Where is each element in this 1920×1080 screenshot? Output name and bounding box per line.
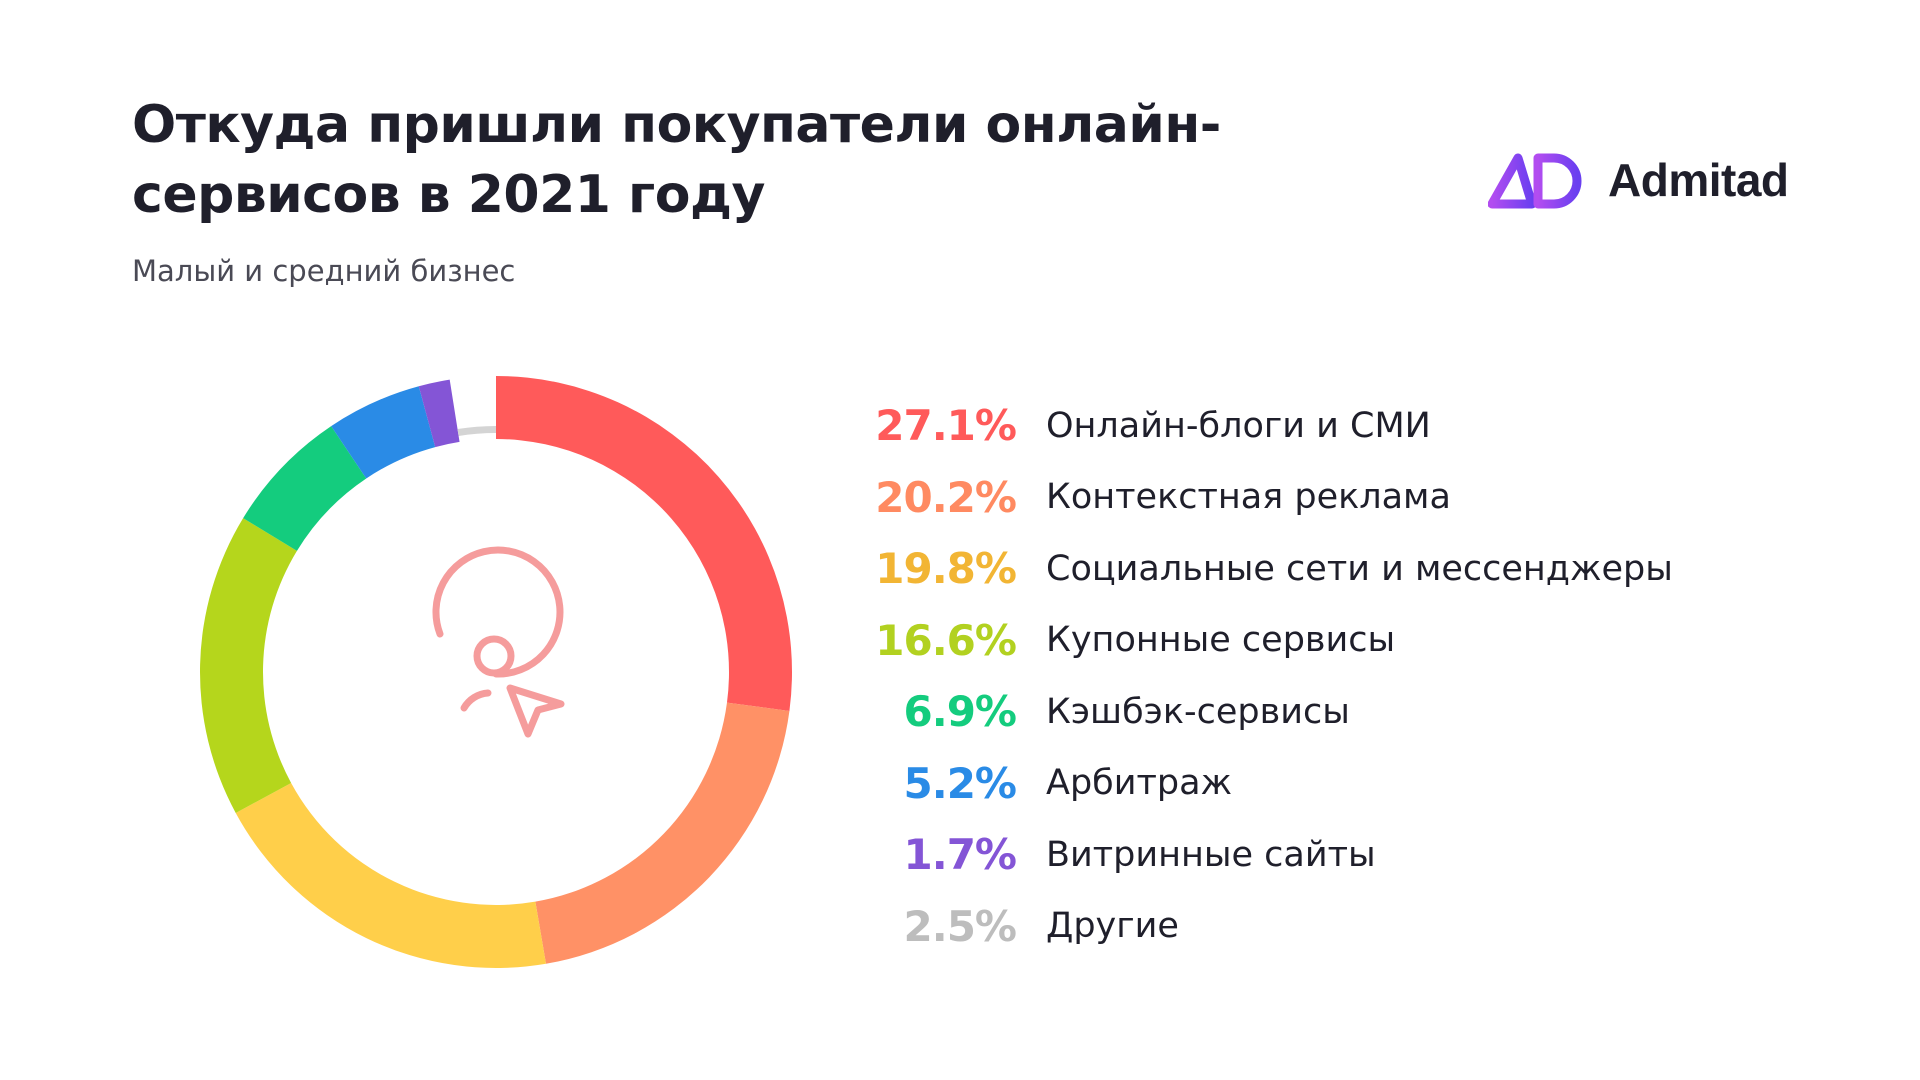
legend-label: Контекстная реклама [1046, 477, 1451, 518]
legend-value: 16.6% [875, 615, 1017, 665]
brand-logo: Admitad [1488, 150, 1789, 210]
legend-item: 19.8% Социальные сети и мессенджеры [860, 533, 1673, 605]
legend-item: 5.2% Арбитраж [860, 748, 1673, 820]
legend-value: 19.8% [875, 544, 1017, 594]
legend-label: Купонные сервисы [1046, 620, 1396, 661]
donut-slice-5 [243, 426, 367, 551]
legend-value: 1.7% [903, 830, 1017, 880]
donut-slice-7 [418, 379, 460, 448]
donut-slice-1 [496, 376, 792, 711]
donut-slice-6 [331, 386, 436, 479]
legend-label: Витринные сайты [1046, 834, 1376, 875]
legend-item: 20.2% Контекстная реклама [860, 462, 1673, 534]
legend-label: Социальные сети и мессенджеры [1046, 548, 1673, 589]
legend-item: 27.1% Онлайн-блоги и СМИ [860, 390, 1673, 462]
legend-item: 16.6% Купонные сервисы [860, 605, 1673, 677]
legend-label: Онлайн-блоги и СМИ [1046, 405, 1431, 446]
legend-value: 5.2% [903, 758, 1017, 808]
logo-text: Admitad [1608, 154, 1789, 206]
legend-label: Другие [1046, 906, 1179, 947]
donut-slice-4 [199, 518, 297, 813]
legend-label: Арбитраж [1046, 763, 1233, 804]
admitad-ad-logo-icon [1488, 153, 1582, 209]
donut-slice-3 [235, 782, 546, 968]
legend-item: 2.5% Другие [860, 891, 1673, 963]
donut-chart [196, 372, 796, 972]
chart-legend: 27.1% Онлайн-блоги и СМИ 20.2% Контекстная … [860, 390, 1673, 962]
legend-value: 20.2% [875, 472, 1017, 522]
legend-value: 6.9% [903, 687, 1017, 737]
donut-slice-8 [457, 426, 497, 436]
legend-value: 27.1% [875, 401, 1017, 451]
legend-item: 1.7% Витринные сайты [860, 819, 1673, 891]
legend-value: 2.5% [903, 901, 1017, 951]
page-subtitle: Малый и средний бизнес [132, 254, 516, 288]
page-title: Откуда пришли покупатели онлайн-сервисов… [132, 95, 1221, 225]
legend-item: 6.9% Кэшбэк-сервисы [860, 676, 1673, 748]
donut-slice-2 [535, 702, 790, 964]
legend-label: Кэшбэк-сервисы [1046, 691, 1350, 732]
user-cursor-icon [432, 546, 565, 738]
